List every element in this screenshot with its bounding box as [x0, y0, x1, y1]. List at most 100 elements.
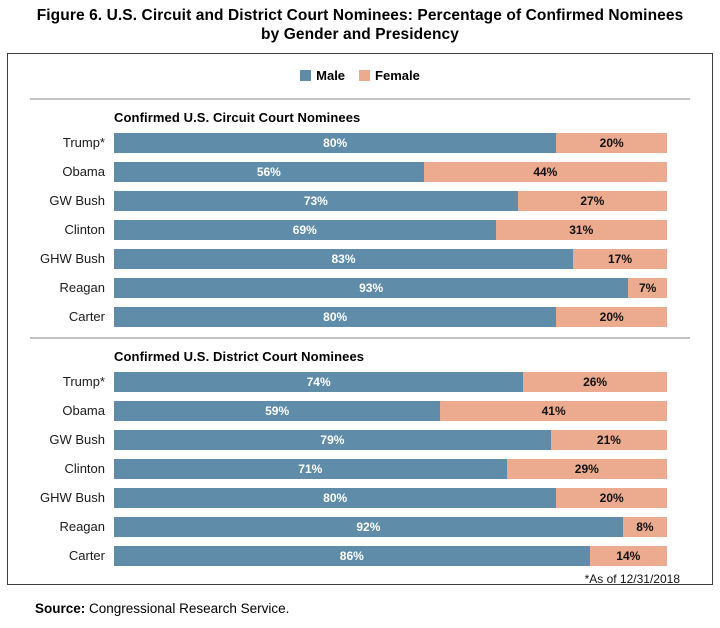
stacked-bar: 86% 14% [114, 545, 667, 566]
female-segment: 14% [589, 545, 667, 566]
stacked-bar: 69% 31% [114, 219, 667, 240]
stacked-bar: 73% 27% [114, 190, 667, 211]
district-court-panel: Confirmed U.S. District Court Nominees T… [8, 349, 712, 566]
female-segment: 17% [572, 248, 667, 269]
female-value-label: 20% [599, 309, 624, 324]
bar-row: Obama 59% 41% [8, 400, 712, 421]
legend-item-male: Male [300, 68, 345, 83]
figure-title: Figure 6. U.S. Circuit and District Cour… [36, 7, 684, 44]
female-value-label: 17% [607, 251, 632, 266]
bar-row: Obama 56% 44% [8, 161, 712, 182]
category-label: GW Bush [49, 193, 105, 209]
divider-middle [30, 336, 690, 339]
category-label: Clinton [64, 222, 105, 238]
female-segment: 20% [556, 132, 667, 153]
stacked-bar: 92% 8% [114, 516, 667, 537]
male-value-label: 92% [356, 519, 381, 534]
legend-male-label: Male [316, 68, 346, 84]
bar-row: Carter 86% 14% [8, 545, 712, 566]
figure-page: Figure 6. U.S. Circuit and District Cour… [0, 6, 720, 628]
female-value-label: 14% [616, 548, 641, 563]
panel-rows: Trump* 74% 26% Obama 59% 41% GW Bush 79% 21% Clin… [8, 371, 712, 566]
female-value-label: 7% [638, 280, 657, 295]
female-segment: 29% [506, 458, 667, 479]
female-value-label: 41% [541, 403, 566, 418]
female-segment: 20% [556, 487, 667, 508]
category-label: Obama [62, 403, 105, 419]
female-value-label: 31% [569, 222, 594, 237]
female-segment: 7% [628, 277, 667, 298]
male-value-label: 83% [331, 251, 356, 266]
circuit-court-panel: Confirmed U.S. Circuit Court Nominees Tr… [8, 110, 712, 327]
male-value-label: 56% [256, 164, 281, 179]
panel-title: Confirmed U.S. Circuit Court Nominees [114, 109, 361, 125]
stacked-bar: 93% 7% [114, 277, 667, 298]
male-segment: 86% [114, 545, 590, 566]
divider-top [30, 97, 690, 100]
male-segment: 80% [114, 487, 557, 508]
female-segment: 44% [423, 161, 667, 182]
stacked-bar: 71% 29% [114, 458, 667, 479]
female-value-label: 27% [580, 193, 605, 208]
female-value-label: 21% [596, 432, 621, 447]
footnote: *As of 12/31/2018 [584, 571, 680, 586]
bar-row: Trump* 80% 20% [8, 132, 712, 153]
category-label: GW Bush [49, 432, 105, 448]
chart-frame: Male Female Confirmed U.S. Circuit Court… [7, 52, 713, 586]
male-value-label: 69% [292, 222, 317, 237]
male-value-label: 71% [298, 461, 323, 476]
category-label: Carter [68, 309, 105, 325]
source-line: Source: Congressional Research Service. [35, 601, 720, 616]
category-label: Trump* [62, 135, 105, 151]
male-segment: 79% [114, 429, 551, 450]
stacked-bar: 56% 44% [114, 161, 667, 182]
bar-row: GW Bush 79% 21% [8, 429, 712, 450]
female-value-label: 8% [636, 519, 654, 534]
male-segment: 93% [114, 277, 629, 298]
female-segment: 31% [495, 219, 667, 240]
female-value-label: 29% [574, 461, 599, 476]
male-value-label: 74% [306, 374, 331, 389]
category-label: Reagan [59, 280, 105, 296]
category-label: Carter [68, 548, 105, 564]
male-value-label: 86% [339, 548, 364, 563]
female-value-label: 44% [533, 164, 558, 179]
bar-row: GW Bush 73% 27% [8, 190, 712, 211]
category-label: Reagan [59, 519, 105, 535]
female-segment: 8% [622, 516, 667, 537]
male-value-label: 80% [323, 135, 348, 150]
bar-row: Clinton 71% 29% [8, 458, 712, 479]
male-value-label: 80% [323, 309, 348, 324]
female-segment: 20% [556, 306, 667, 327]
female-segment: 26% [523, 371, 667, 392]
male-value-label: 93% [359, 280, 384, 295]
stacked-bar: 80% 20% [114, 487, 667, 508]
male-segment: 80% [114, 132, 557, 153]
bar-row: Trump* 74% 26% [8, 371, 712, 392]
female-value-label: 20% [599, 490, 624, 505]
panel-title: Confirmed U.S. District Court Nominees [114, 348, 365, 364]
category-label: GHW Bush [39, 490, 105, 506]
male-segment: 73% [114, 190, 518, 211]
stacked-bar: 59% 41% [114, 400, 667, 421]
bar-row: Clinton 69% 31% [8, 219, 712, 240]
legend-female-label: Female [375, 68, 420, 84]
male-segment: 69% [114, 219, 496, 240]
female-value-label: 26% [583, 374, 608, 389]
male-segment: 56% [114, 161, 424, 182]
bar-row: GHW Bush 83% 17% [8, 248, 712, 269]
female-value-label: 20% [599, 135, 624, 150]
stacked-bar: 80% 20% [114, 132, 667, 153]
male-value-label: 73% [303, 193, 328, 208]
male-value-label: 59% [265, 403, 290, 418]
male-swatch-icon [300, 70, 312, 82]
male-segment: 80% [114, 306, 557, 327]
stacked-bar: 74% 26% [114, 371, 667, 392]
male-segment: 74% [114, 371, 524, 392]
male-segment: 59% [114, 400, 441, 421]
category-label: Obama [62, 164, 105, 180]
stacked-bar: 79% 21% [114, 429, 667, 450]
female-swatch-icon [359, 70, 371, 82]
chart-legend: Male Female [8, 68, 712, 84]
male-value-label: 79% [320, 432, 345, 447]
